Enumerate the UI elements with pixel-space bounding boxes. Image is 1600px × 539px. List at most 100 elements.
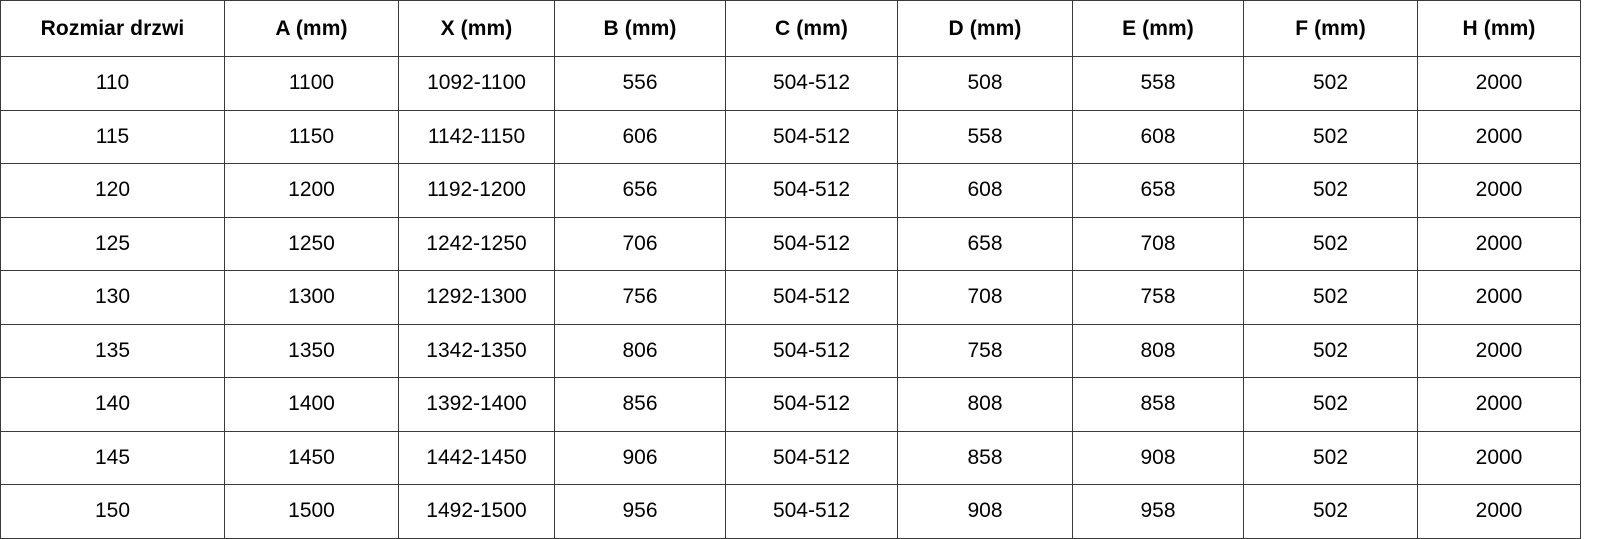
table-row: 145 1450 1442-1450 906 504-512 858 908 5… [0, 430, 1581, 485]
column-header-f: F (mm) [1243, 0, 1418, 57]
cell-h: 2000 [1417, 430, 1581, 485]
cell-x: 1192-1200 [398, 163, 555, 218]
cell-rozmiar-drzwi: 135 [0, 323, 225, 378]
table-row: 125 1250 1242-1250 706 504-512 658 708 5… [0, 216, 1581, 271]
table-row: 130 1300 1292-1300 756 504-512 708 758 5… [0, 270, 1581, 325]
cell-x: 1292-1300 [398, 270, 555, 325]
cell-d: 608 [897, 163, 1073, 218]
table-header: Rozmiar drzwi A (mm) X (mm) B (mm) C (mm… [0, 0, 1581, 57]
cell-d: 508 [897, 56, 1073, 111]
cell-e: 708 [1072, 216, 1244, 271]
cell-h: 2000 [1417, 216, 1581, 271]
cell-f: 502 [1243, 484, 1418, 539]
cell-h: 2000 [1417, 484, 1581, 539]
cell-x: 1342-1350 [398, 323, 555, 378]
cell-c: 504-512 [725, 270, 898, 325]
cell-x: 1092-1100 [398, 56, 555, 111]
cell-rozmiar-drzwi: 150 [0, 484, 225, 539]
cell-a: 1500 [224, 484, 399, 539]
cell-c: 504-512 [725, 56, 898, 111]
cell-rozmiar-drzwi: 145 [0, 430, 225, 485]
cell-h: 2000 [1417, 270, 1581, 325]
cell-x: 1442-1450 [398, 430, 555, 485]
table-row: 120 1200 1192-1200 656 504-512 608 658 5… [0, 163, 1581, 218]
cell-e: 558 [1072, 56, 1244, 111]
cell-rozmiar-drzwi: 140 [0, 377, 225, 432]
cell-a: 1250 [224, 216, 399, 271]
column-header-e: E (mm) [1072, 0, 1244, 57]
cell-e: 858 [1072, 377, 1244, 432]
cell-a: 1200 [224, 163, 399, 218]
cell-c: 504-512 [725, 163, 898, 218]
cell-d: 758 [897, 323, 1073, 378]
column-header-a: A (mm) [224, 0, 399, 57]
cell-h: 2000 [1417, 56, 1581, 111]
cell-b: 706 [554, 216, 726, 271]
cell-e: 758 [1072, 270, 1244, 325]
cell-rozmiar-drzwi: 130 [0, 270, 225, 325]
cell-a: 1150 [224, 109, 399, 164]
cell-x: 1242-1250 [398, 216, 555, 271]
column-header-d: D (mm) [897, 0, 1073, 57]
cell-f: 502 [1243, 56, 1418, 111]
cell-d: 558 [897, 109, 1073, 164]
column-header-x: X (mm) [398, 0, 555, 57]
cell-x: 1492-1500 [398, 484, 555, 539]
cell-c: 504-512 [725, 323, 898, 378]
cell-f: 502 [1243, 377, 1418, 432]
cell-b: 606 [554, 109, 726, 164]
table-row: 140 1400 1392-1400 856 504-512 808 858 5… [0, 377, 1581, 432]
cell-a: 1450 [224, 430, 399, 485]
cell-h: 2000 [1417, 109, 1581, 164]
cell-b: 906 [554, 430, 726, 485]
column-header-b: B (mm) [554, 0, 726, 57]
cell-b: 756 [554, 270, 726, 325]
cell-h: 2000 [1417, 163, 1581, 218]
table-row: 115 1150 1142-1150 606 504-512 558 608 5… [0, 109, 1581, 164]
cell-f: 502 [1243, 430, 1418, 485]
cell-h: 2000 [1417, 377, 1581, 432]
cell-f: 502 [1243, 323, 1418, 378]
cell-e: 958 [1072, 484, 1244, 539]
cell-f: 502 [1243, 216, 1418, 271]
cell-b: 806 [554, 323, 726, 378]
table-header-row: Rozmiar drzwi A (mm) X (mm) B (mm) C (mm… [0, 0, 1581, 57]
cell-x: 1142-1150 [398, 109, 555, 164]
cell-c: 504-512 [725, 109, 898, 164]
cell-d: 658 [897, 216, 1073, 271]
cell-c: 504-512 [725, 430, 898, 485]
cell-rozmiar-drzwi: 125 [0, 216, 225, 271]
cell-e: 658 [1072, 163, 1244, 218]
column-header-c: C (mm) [725, 0, 898, 57]
table-row: 110 1100 1092-1100 556 504-512 508 558 5… [0, 56, 1581, 111]
cell-a: 1400 [224, 377, 399, 432]
cell-e: 608 [1072, 109, 1244, 164]
cell-b: 956 [554, 484, 726, 539]
cell-c: 504-512 [725, 216, 898, 271]
cell-c: 504-512 [725, 484, 898, 539]
column-header-h: H (mm) [1417, 0, 1581, 57]
cell-rozmiar-drzwi: 120 [0, 163, 225, 218]
cell-b: 556 [554, 56, 726, 111]
cell-d: 908 [897, 484, 1073, 539]
cell-a: 1100 [224, 56, 399, 111]
cell-b: 856 [554, 377, 726, 432]
cell-d: 858 [897, 430, 1073, 485]
cell-x: 1392-1400 [398, 377, 555, 432]
cell-a: 1300 [224, 270, 399, 325]
column-header-rozmiar-drzwi: Rozmiar drzwi [0, 0, 225, 57]
cell-b: 656 [554, 163, 726, 218]
table-body: 110 1100 1092-1100 556 504-512 508 558 5… [0, 56, 1581, 539]
cell-a: 1350 [224, 323, 399, 378]
cell-d: 708 [897, 270, 1073, 325]
cell-d: 808 [897, 377, 1073, 432]
cell-f: 502 [1243, 109, 1418, 164]
cell-f: 502 [1243, 163, 1418, 218]
cell-rozmiar-drzwi: 115 [0, 109, 225, 164]
table-row: 150 1500 1492-1500 956 504-512 908 958 5… [0, 484, 1581, 539]
cell-h: 2000 [1417, 323, 1581, 378]
cell-rozmiar-drzwi: 110 [0, 56, 225, 111]
table-row: 135 1350 1342-1350 806 504-512 758 808 5… [0, 323, 1581, 378]
